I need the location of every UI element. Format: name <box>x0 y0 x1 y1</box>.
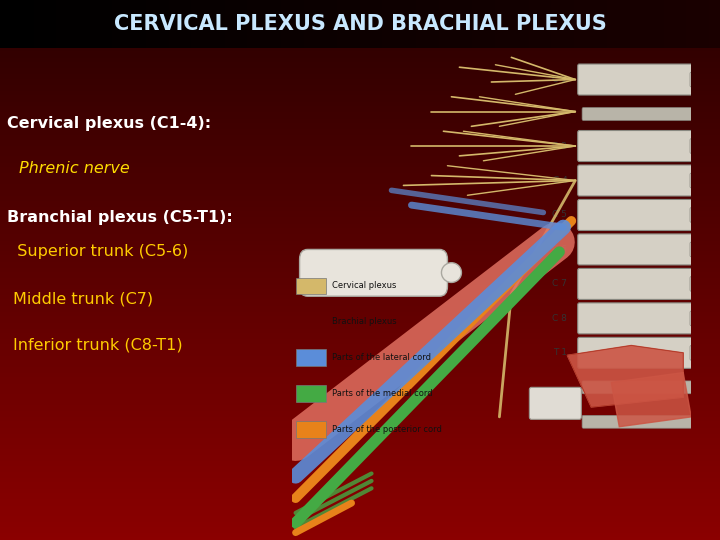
FancyBboxPatch shape <box>577 199 693 231</box>
Text: C 6: C 6 <box>552 245 567 254</box>
FancyBboxPatch shape <box>577 165 693 196</box>
FancyBboxPatch shape <box>577 268 693 299</box>
FancyBboxPatch shape <box>577 234 693 265</box>
Text: C 5: C 5 <box>552 211 567 219</box>
Text: Parts of the lateral cord: Parts of the lateral cord <box>331 353 431 362</box>
FancyBboxPatch shape <box>690 207 716 222</box>
Text: C 8: C 8 <box>552 314 567 323</box>
Text: CERVICAL PLEXUS AND BRACHIAL PLEXUS: CERVICAL PLEXUS AND BRACHIAL PLEXUS <box>114 14 606 34</box>
FancyBboxPatch shape <box>690 346 716 360</box>
Text: Parts of the medial cord: Parts of the medial cord <box>331 389 432 398</box>
FancyBboxPatch shape <box>529 387 581 420</box>
FancyBboxPatch shape <box>577 338 693 368</box>
Text: Inferior trunk (C8-T1): Inferior trunk (C8-T1) <box>13 338 183 353</box>
Text: Cervical plexus (C1-4):: Cervical plexus (C1-4): <box>7 116 212 131</box>
Text: Parts of the posterior cord: Parts of the posterior cord <box>331 424 441 434</box>
Text: C 7: C 7 <box>552 279 567 288</box>
Bar <box>296 349 325 366</box>
FancyBboxPatch shape <box>690 173 716 188</box>
Text: Superior trunk (C5-6): Superior trunk (C5-6) <box>7 245 189 259</box>
FancyBboxPatch shape <box>582 381 693 394</box>
Text: T 1: T 1 <box>554 348 567 357</box>
Bar <box>296 278 325 294</box>
Text: Brachial plexus: Brachial plexus <box>331 317 396 326</box>
Text: C 4: C 4 <box>552 176 567 185</box>
FancyBboxPatch shape <box>582 107 693 120</box>
FancyBboxPatch shape <box>690 242 716 257</box>
Text: Middle trunk (C7): Middle trunk (C7) <box>13 291 153 306</box>
Bar <box>296 421 325 437</box>
FancyBboxPatch shape <box>577 131 693 161</box>
Ellipse shape <box>441 263 462 282</box>
Text: Phrenic nerve: Phrenic nerve <box>19 161 130 176</box>
FancyBboxPatch shape <box>690 276 716 291</box>
FancyBboxPatch shape <box>690 311 716 326</box>
FancyBboxPatch shape <box>300 249 447 296</box>
Bar <box>296 386 325 402</box>
Text: C 3: C 3 <box>552 141 567 151</box>
FancyBboxPatch shape <box>582 415 693 428</box>
FancyBboxPatch shape <box>690 72 716 87</box>
FancyBboxPatch shape <box>690 139 716 153</box>
Polygon shape <box>611 373 691 427</box>
Polygon shape <box>567 346 683 407</box>
FancyBboxPatch shape <box>577 64 693 95</box>
Text: Cervical plexus: Cervical plexus <box>331 281 396 290</box>
Text: Branchial plexus (C5-T1):: Branchial plexus (C5-T1): <box>7 210 233 225</box>
Text: C 1: C 1 <box>552 75 567 84</box>
FancyBboxPatch shape <box>577 303 693 334</box>
